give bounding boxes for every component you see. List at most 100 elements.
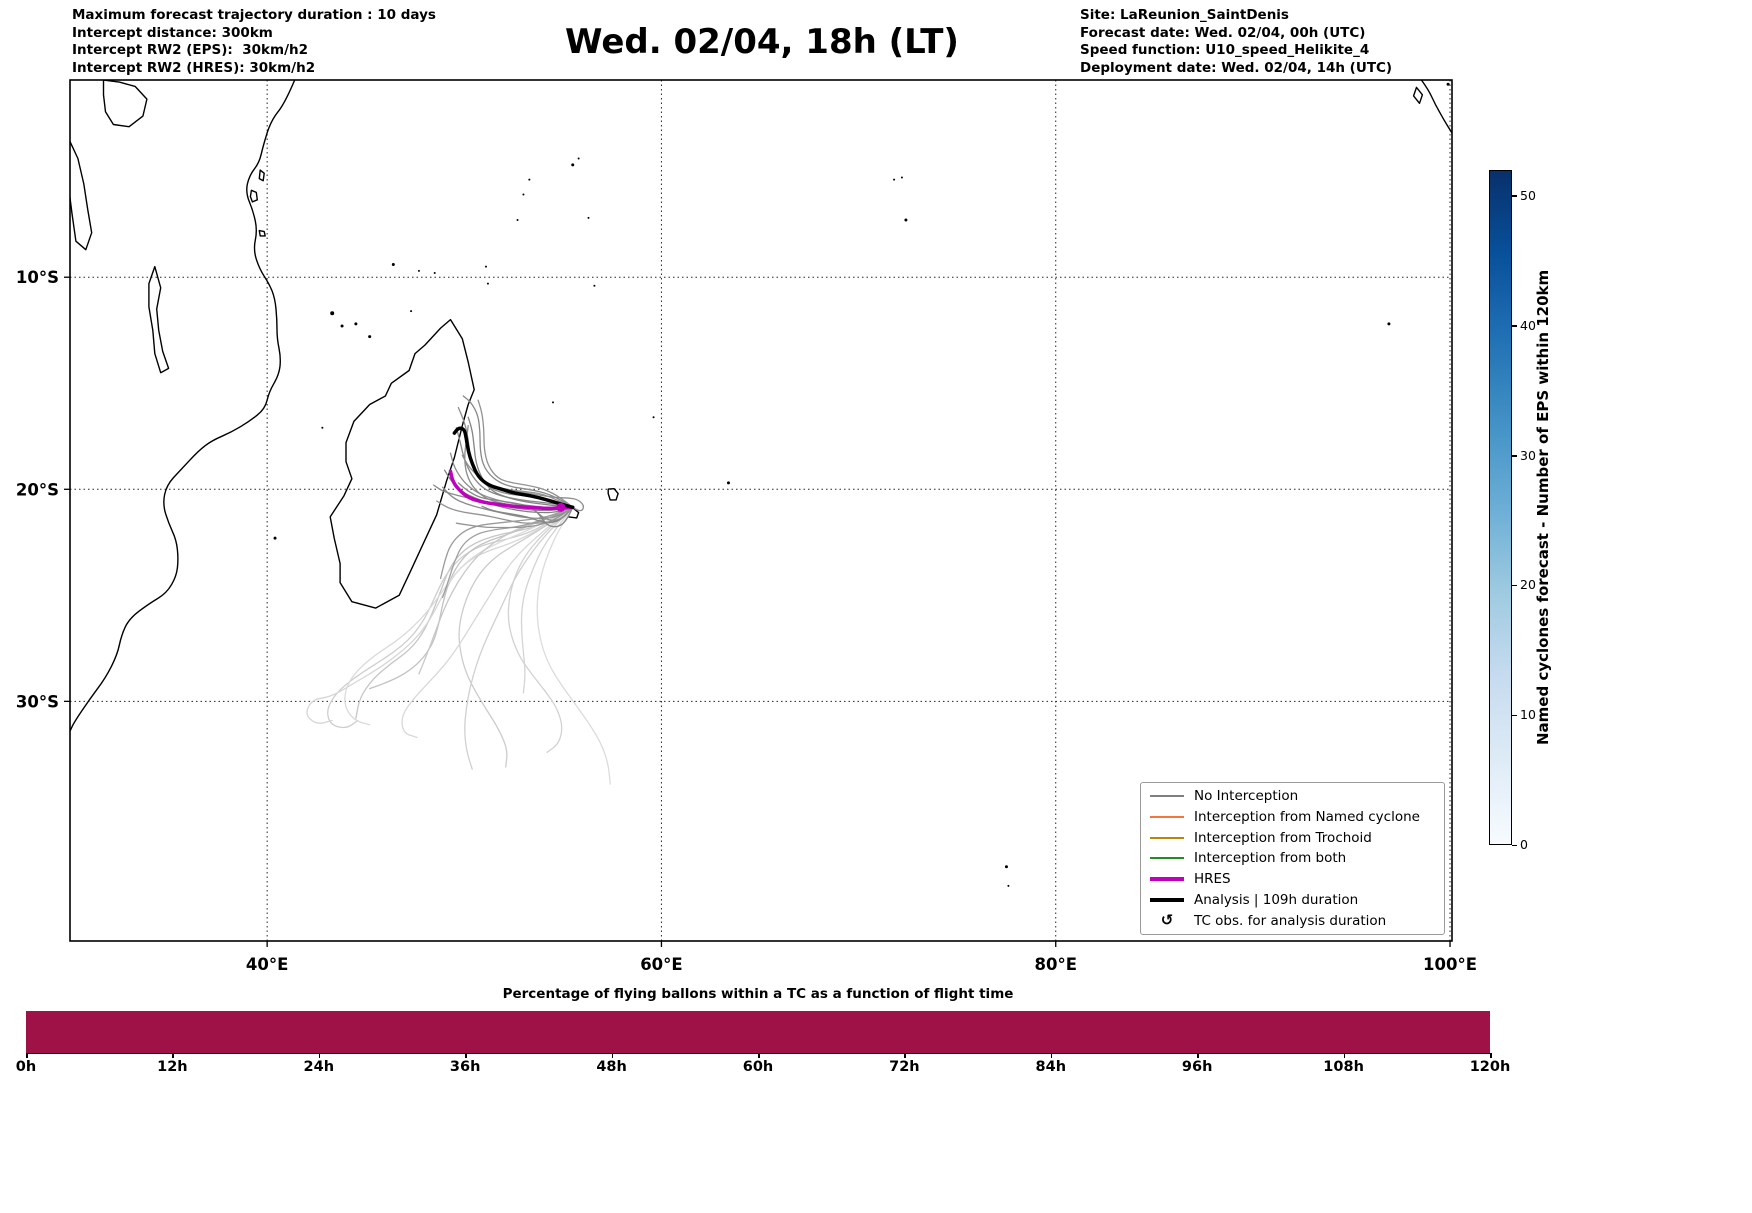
legend-line-sample xyxy=(1149,795,1185,798)
legend-line-sample xyxy=(1149,836,1185,839)
map-legend: No Interception Interception from Named c… xyxy=(1140,782,1445,935)
bottom-axis-tick-mark xyxy=(1197,1053,1199,1058)
colorbar-tick-mark xyxy=(1512,584,1517,587)
small-island-dot xyxy=(652,416,655,419)
bottom-axis-tick-mark xyxy=(611,1053,614,1058)
legend-line-sample xyxy=(1149,897,1185,902)
small-island-dot xyxy=(516,218,519,221)
x-tick-label: 80°E xyxy=(1034,955,1076,974)
colorbar-tick-label: 10 xyxy=(1520,707,1536,723)
ensemble-trajectory-line xyxy=(467,416,574,508)
island-outline xyxy=(70,139,93,251)
bottom-axis-tick-label: 24h xyxy=(303,1059,335,1075)
legend-item-label: Interception from Named cyclone xyxy=(1194,809,1420,826)
legend-item-label: TC obs. for analysis duration xyxy=(1194,912,1387,929)
rotate-arrow-icon: ↺ xyxy=(1160,911,1174,930)
ensemble-trajectory-line xyxy=(418,506,574,675)
bottom-axis-tick-mark xyxy=(1490,1053,1492,1058)
ensemble-trajectory-line xyxy=(481,505,574,524)
small-island-dot xyxy=(528,178,531,181)
tc-obs-icon: ↺ xyxy=(1149,913,1185,928)
bottom-axis-tick-mark xyxy=(1050,1053,1053,1058)
ensemble-trajectory-line xyxy=(462,395,574,508)
legend-item: Analysis | 109h duration xyxy=(1149,890,1436,910)
small-island-dot xyxy=(321,426,324,429)
bottom-axis-tick-mark xyxy=(465,1053,467,1058)
legend-line-swatch xyxy=(1150,877,1184,882)
colorbar-tick-label: 50 xyxy=(1520,187,1536,203)
ensemble-trajectory-line xyxy=(369,506,574,690)
colorbar-tick-mark xyxy=(1512,844,1517,846)
colorbar-label: Named cyclones forecast - Number of EPS … xyxy=(1534,269,1552,746)
island-outline xyxy=(102,80,148,128)
legend-line-sample xyxy=(1149,877,1185,882)
legend-item-label: Interception from Trochoid xyxy=(1194,829,1372,846)
x-tick-label: 40°E xyxy=(246,955,288,974)
speed-function-text: Speed function: U10_speed_Helikite_4 xyxy=(1080,42,1370,58)
small-island-dot xyxy=(417,269,420,272)
small-island-dot xyxy=(1004,865,1008,869)
ensemble-trajectory-line xyxy=(458,506,574,768)
bottom-axis-tick-label: 108h xyxy=(1323,1059,1364,1075)
page-title: Wed. 02/04, 18h (LT) xyxy=(565,22,959,62)
legend-line-sample xyxy=(1149,816,1185,819)
island-outline xyxy=(607,488,619,501)
island-outline xyxy=(258,229,266,237)
coastline xyxy=(1420,80,1452,134)
legend-item-label: HRES xyxy=(1194,871,1231,888)
small-island-dot xyxy=(273,536,277,540)
intercept-distance-text: Intercept distance: 300km xyxy=(72,24,273,41)
legend-line-swatch xyxy=(1150,857,1184,860)
ensemble-trajectory-line xyxy=(344,506,574,726)
intercept-rw2-hres-text: Intercept RW2 (HRES): 30km/h2 xyxy=(72,59,316,76)
island-outline xyxy=(329,318,475,609)
bottom-axis-tick-mark xyxy=(172,1053,174,1058)
small-island-dot xyxy=(893,178,896,181)
island-outline xyxy=(1412,86,1424,104)
ensemble-trajectory-line xyxy=(327,506,574,729)
small-island-dot xyxy=(1446,82,1450,86)
small-island-dot xyxy=(340,324,344,328)
small-island-dot xyxy=(587,216,590,219)
y-tick-label: 20°S xyxy=(16,480,59,499)
hres-trajectory-line xyxy=(448,469,575,511)
y-tick-label: 10°S xyxy=(16,268,59,287)
forecast-date-text: Forecast date: Wed. 02/04, 00h (UTC) xyxy=(1080,24,1366,41)
small-island-dot xyxy=(484,265,487,268)
island-outline xyxy=(249,189,258,203)
legend-item-label: Analysis | 109h duration xyxy=(1194,891,1359,908)
legend-item: Interception from Named cyclone xyxy=(1149,807,1436,827)
max-duration-text: Maximum forecast trajectory duration : 1… xyxy=(72,7,436,23)
ensemble-trajectory-line xyxy=(455,506,574,529)
bottom-axis-tick-label: 12h xyxy=(157,1059,188,1075)
x-tick-label: 60°E xyxy=(640,955,682,974)
small-island-dot xyxy=(410,310,413,313)
x-tick-label: 100°E xyxy=(1423,955,1477,974)
colorbar-tick-label: 40 xyxy=(1520,317,1536,333)
legend-item: No Interception xyxy=(1149,786,1436,806)
ensemble-trajectory-line xyxy=(464,506,574,770)
small-island-dot xyxy=(1007,884,1010,887)
small-island-dot xyxy=(354,322,358,326)
island-outline xyxy=(148,265,170,374)
ensemble-trajectory-line xyxy=(536,506,611,785)
legend-item: Interception from Trochoid xyxy=(1149,828,1436,848)
legend-item-label: No Interception xyxy=(1194,788,1299,805)
colorbar-tick-mark xyxy=(1512,195,1517,197)
legend-item: Interception from both xyxy=(1149,848,1436,868)
ensemble-trajectory-line xyxy=(355,506,574,719)
legend-line-sample xyxy=(1149,857,1185,860)
small-island-dot xyxy=(904,218,908,222)
ensemble-trajectory-line xyxy=(441,506,574,599)
site-info-block: Site: LaReunion_SaintDenis Forecast date… xyxy=(1080,7,1392,77)
legend-item: ↺ TC obs. for analysis duration xyxy=(1149,911,1436,931)
intercept-rw2-eps-text: Intercept RW2 (EPS): 30km/h2 xyxy=(72,42,308,58)
analysis-trajectory-line xyxy=(452,426,575,510)
bottom-axis-tick-mark xyxy=(904,1053,906,1058)
bottom-axis-tick-label: 120h xyxy=(1469,1059,1511,1075)
trajectories-group xyxy=(306,395,611,785)
ensemble-trajectory-line xyxy=(439,506,574,580)
legend-line-swatch xyxy=(1150,795,1184,798)
bottom-axis-tick-label: 36h xyxy=(449,1059,481,1075)
basemap-group xyxy=(70,80,1452,887)
